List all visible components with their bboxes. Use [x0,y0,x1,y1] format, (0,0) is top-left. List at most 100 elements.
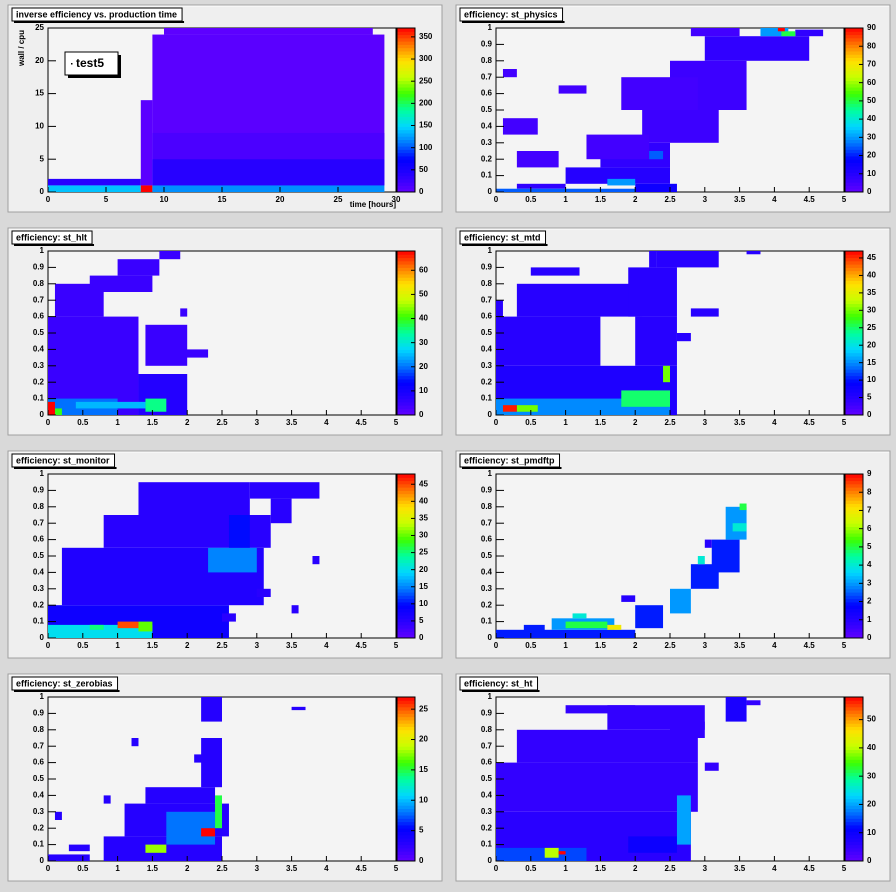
z-tick-label: 20 [867,340,876,349]
palette-step [845,257,863,262]
y-tick-label: 0.8 [481,56,493,65]
palette-step [845,542,863,547]
title-shadow [14,21,185,23]
palette-frame [844,473,864,639]
palette-step [845,585,863,590]
z-tick-label: 5 [419,616,424,625]
y-tick-label: 0.7 [481,295,493,304]
palette-step [845,264,863,268]
z-tick-label: 20 [419,565,428,574]
title-shadow [14,690,120,692]
x-tick-label: 5 [394,418,399,427]
palette-step [397,723,415,728]
cell [152,185,385,192]
palette-step [397,339,415,344]
y-tick-label: 0.3 [481,138,493,147]
y-tick-label: 1 [40,246,45,255]
palette-step [845,326,863,331]
z-tick-label: 25 [419,704,428,713]
y-tick-label: 0.9 [481,40,493,49]
palette-step [845,854,863,859]
palette-step [397,70,415,75]
palette-step [397,293,415,298]
cell [697,556,705,565]
x-tick-label: 1 [563,641,568,650]
palette-step [845,851,863,855]
palette-step [397,529,415,534]
palette-step [397,710,415,714]
palette-step [845,818,863,823]
z-tick-label: 0 [419,633,424,642]
palette-step [397,801,415,806]
palette-step [845,306,863,311]
cell [228,515,250,548]
palette-step [845,805,863,810]
palette-step [845,293,863,298]
palette-step [397,359,415,364]
palette-step [845,588,863,593]
palette-step [845,123,863,127]
palette-step [845,801,863,806]
palette-step [397,175,415,180]
cell [635,605,664,629]
y-tick-label: 0.5 [481,328,493,337]
palette-step [845,506,863,511]
x-tick-label: 4 [324,641,329,650]
y-tick-label: 0.9 [481,486,493,495]
cell [746,251,761,255]
chart-title: efficiency: st_zerobias [16,678,113,688]
x-tick-label: 2 [185,641,190,650]
cell [249,482,320,499]
palette-step [845,349,863,354]
cell [565,167,670,184]
palette-step [397,549,415,554]
palette-step [397,96,415,101]
z-tick-label: 70 [867,60,876,69]
palette-step [845,723,863,728]
z-tick-label: 30 [867,771,876,780]
cell [201,738,222,788]
palette-step [845,106,863,111]
palette-step [845,313,863,318]
x-tick-label: 4 [772,418,777,427]
palette-step [397,818,415,823]
cell [670,721,705,738]
palette-step [397,77,415,81]
palette-step [397,828,415,832]
cell [145,844,167,853]
palette-step [397,57,415,62]
y-tick-label: 25 [35,23,44,32]
y-tick-label: 0.5 [481,551,493,560]
palette-step [845,529,863,534]
palette-step [397,267,415,272]
cell [166,811,216,845]
palette-step [397,824,415,829]
x-tick-label: 5 [842,641,847,650]
palette-step [845,395,863,400]
palette-step [397,139,415,144]
palette-step [397,703,415,708]
cell [649,151,664,160]
cell [690,28,740,37]
cell [194,754,209,763]
y-tick-label: 0.3 [481,584,493,593]
palette-step [845,188,863,193]
z-tick-label: 5 [419,826,424,835]
palette-step [845,513,863,518]
palette-step [397,572,415,577]
palette-step [845,621,863,626]
chart-title: efficiency: st_monitor [16,455,110,465]
palette-step [845,546,863,550]
x-tick-label: 4.5 [804,641,816,650]
palette-step [397,28,415,32]
cell [502,69,517,78]
palette-step [397,772,415,777]
palette-step [397,526,415,531]
z-tick-label: 45 [419,479,428,488]
palette-step [397,487,415,491]
cell [781,31,796,37]
palette-step [397,126,415,131]
cell [795,29,824,37]
cell [725,697,747,722]
cell [621,595,636,602]
